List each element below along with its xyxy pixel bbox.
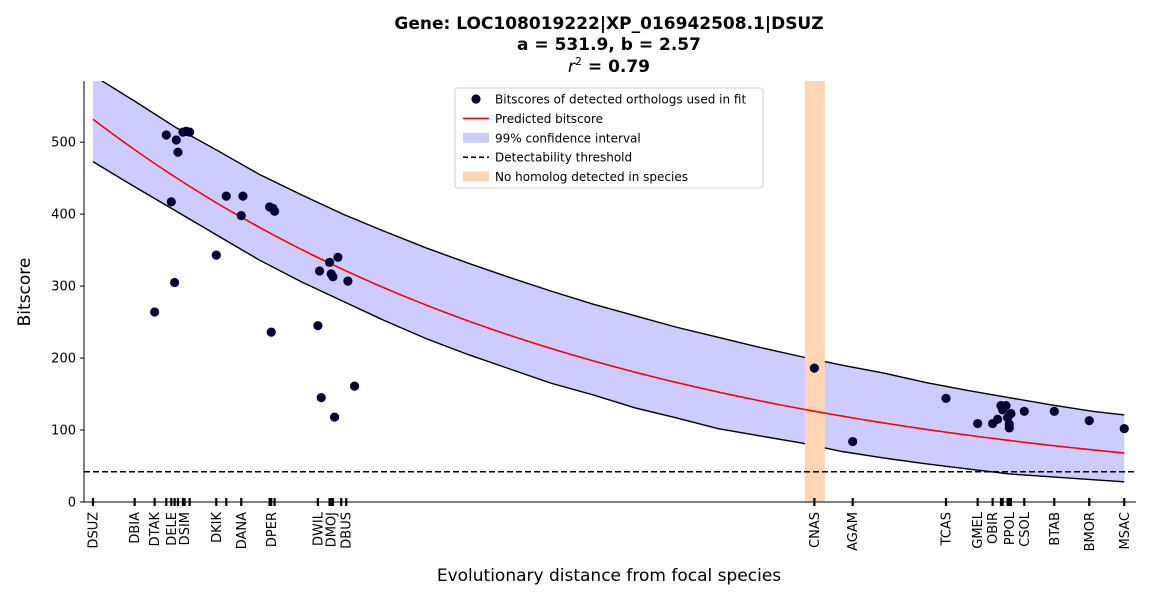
x-tick-label: CNAS (808, 512, 823, 548)
axes-layer (83, 81, 1136, 503)
legend-entry-label: Predicted bitscore (495, 112, 603, 126)
no-homolog-layer (804, 81, 825, 502)
data-point (221, 191, 231, 201)
y-axis-label: Bitscore (15, 258, 35, 327)
y-ticks-layer: 0 100 200 300 400 500 (51, 136, 84, 511)
x-tick-label: DANA (235, 512, 250, 549)
data-point (185, 127, 195, 137)
data-point (1019, 406, 1029, 416)
legend: Bitscores of detected orthologs used in … (454, 87, 764, 189)
x-tick-label: TCAS (939, 512, 954, 546)
fit-line-layer (92, 118, 1125, 454)
data-point (1084, 416, 1094, 426)
x-tick-label: DBIA (128, 512, 143, 544)
data-point (150, 307, 160, 317)
y-tick-label: 400 (51, 208, 76, 223)
y-tick-label: 300 (51, 280, 76, 295)
data-point (211, 250, 221, 260)
data-point (941, 393, 951, 403)
x-tick-label: DELE (165, 512, 180, 546)
data-point (1006, 408, 1016, 419)
legend-entry-label: No homolog detected in species (495, 170, 688, 184)
predicted-bitscore-line (92, 118, 1125, 454)
data-point (173, 147, 183, 157)
data-point (324, 257, 335, 267)
confidence-interval-layer (92, 81, 1125, 483)
x-tick-label: BMOR (1083, 512, 1098, 551)
y-tick-label: 500 (51, 136, 76, 151)
x-tick-label: GMEL (971, 511, 986, 549)
x-tick-label: OBIR (986, 512, 1001, 544)
chart-title-line-1: Gene: LOC108019222|XP_016942508.1|DSUZ (394, 14, 823, 34)
legend-marker-points (471, 94, 481, 104)
data-point (316, 393, 326, 403)
data-point (266, 327, 276, 337)
legend-entry-label: Bitscores of detected orthologs used in … (495, 93, 746, 107)
x-tick-label: DKIK (210, 512, 225, 543)
x-tick-label: CSOL (1018, 511, 1033, 547)
no-homolog-span (804, 81, 825, 502)
data-point (333, 252, 343, 262)
x-tick-label: MSAC (1118, 512, 1133, 549)
x-tick-label: PPOL (1003, 511, 1018, 545)
y-tick-label: 200 (51, 352, 76, 367)
y-tick-label: 0 (68, 496, 76, 511)
r2-superscript: 2 (575, 55, 582, 68)
x-tick-label: DWIL (311, 511, 326, 546)
x-tick-label: DTAK (148, 512, 163, 547)
data-point (1119, 423, 1129, 434)
legend-entry-label: Detectability threshold (495, 151, 632, 165)
confidence-interval-band (93, 81, 1125, 482)
data-point (1049, 406, 1059, 416)
legend-entry-label: 99% confidence interval (495, 131, 641, 145)
data-point (170, 277, 180, 288)
chart-title-line-2: a = 531.9, b = 2.57 (517, 35, 701, 55)
x-tick-label: DPER (265, 512, 280, 547)
data-point (314, 266, 325, 276)
points-layer (150, 126, 1129, 447)
chart-title-line-3: r2 = 0.79 (568, 55, 650, 77)
legend-box (454, 87, 764, 189)
data-point (973, 418, 983, 429)
data-point (1001, 400, 1011, 411)
data-point (161, 130, 171, 140)
legend-marker-ci (463, 132, 489, 143)
legend-marker-no-homolog (463, 171, 489, 182)
data-point (1004, 423, 1014, 433)
ci-lower-edge (92, 161, 1125, 483)
x-tick-label: DBUS (340, 512, 355, 549)
x-tick-label: DSIM (178, 512, 193, 545)
x-tick-label: DSUZ (87, 512, 102, 549)
r2-value: = 0.79 (582, 57, 650, 77)
data-point (809, 363, 819, 373)
x-tick-label: BTAB (1048, 512, 1063, 546)
data-point (166, 197, 176, 207)
data-point (993, 414, 1003, 424)
data-point (171, 135, 181, 145)
data-point (328, 272, 338, 282)
data-point (236, 210, 246, 221)
r2-symbol: r (568, 57, 576, 77)
data-point (329, 412, 340, 422)
data-point (848, 436, 858, 447)
data-point (313, 321, 323, 331)
x-tick-label: AGAM (846, 512, 861, 551)
data-point (343, 276, 353, 286)
data-point (238, 191, 248, 201)
ci-upper-edge (100, 81, 1125, 416)
data-point (269, 206, 280, 216)
x-tick-label: DMOJ (325, 512, 340, 547)
data-point (349, 381, 360, 391)
y-tick-label: 100 (51, 424, 76, 439)
x-axis-label: Evolutionary distance from focal species (437, 566, 781, 586)
